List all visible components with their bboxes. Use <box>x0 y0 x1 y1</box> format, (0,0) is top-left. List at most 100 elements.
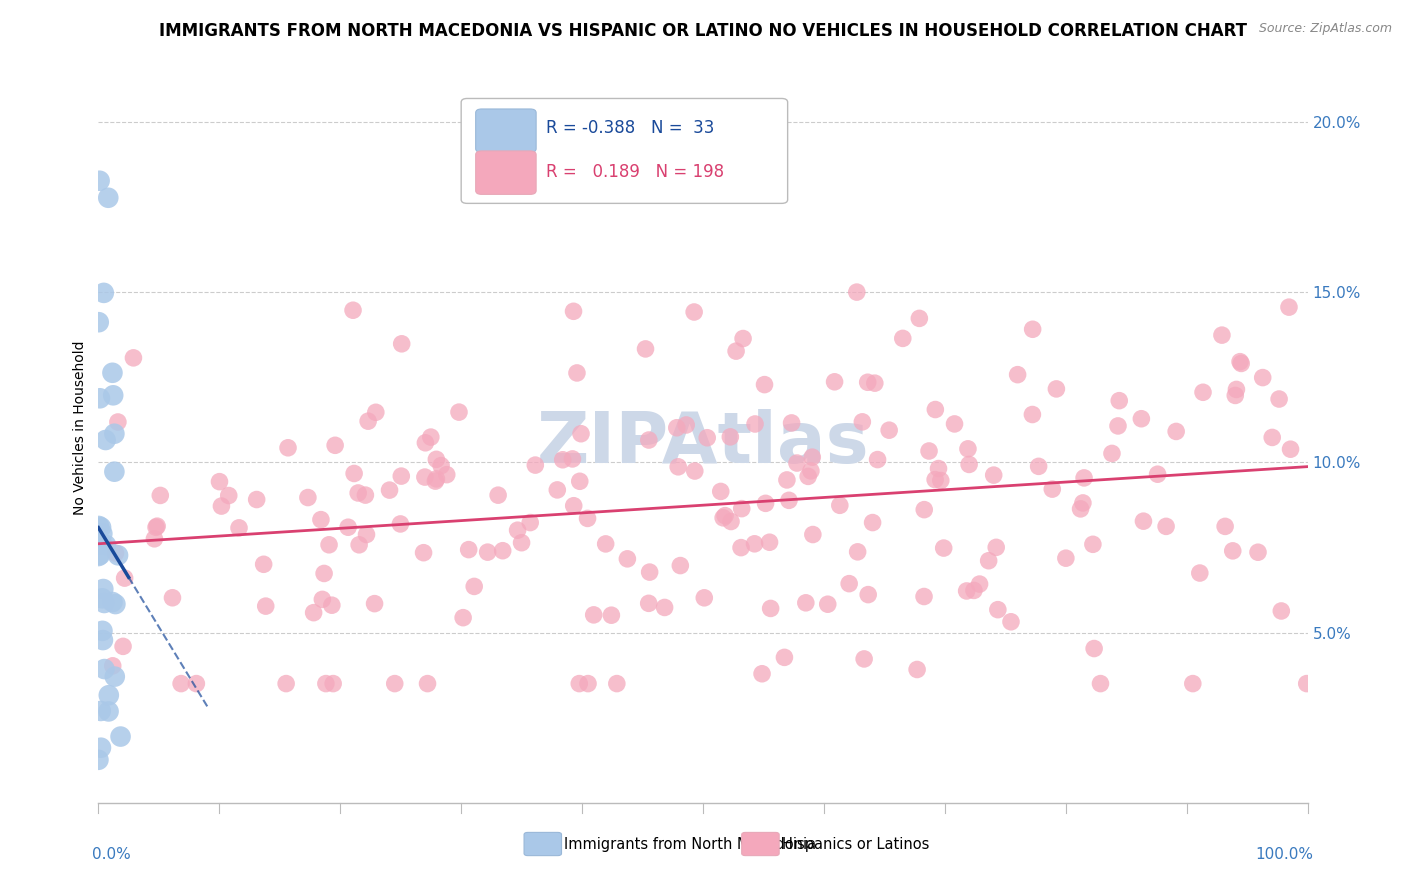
Point <box>107 415 129 429</box>
Point <box>1278 300 1301 314</box>
Point <box>838 576 860 591</box>
Point <box>932 541 955 555</box>
Point <box>91 538 114 552</box>
Point <box>253 558 276 572</box>
Point <box>347 538 370 552</box>
Point <box>97 191 120 205</box>
Point <box>425 472 447 486</box>
Point <box>1251 370 1274 384</box>
Point <box>856 588 879 602</box>
Point <box>89 392 111 406</box>
Point <box>1107 418 1129 433</box>
Point <box>524 458 547 472</box>
Point <box>323 438 346 452</box>
Point <box>342 303 364 318</box>
Point <box>786 456 808 470</box>
Point <box>1040 482 1063 496</box>
Point <box>669 558 692 573</box>
Point <box>731 501 754 516</box>
Point <box>1222 544 1244 558</box>
Point <box>1230 356 1253 370</box>
Point <box>963 583 986 598</box>
Point <box>983 468 1005 483</box>
FancyBboxPatch shape <box>742 832 779 855</box>
Point <box>103 388 125 402</box>
Point <box>1000 615 1022 629</box>
Point <box>546 483 568 497</box>
Point <box>208 475 231 489</box>
Point <box>862 516 884 530</box>
Point <box>91 633 114 648</box>
Point <box>87 549 110 563</box>
Point <box>576 511 599 525</box>
Point <box>384 676 406 690</box>
Point <box>1090 676 1112 690</box>
Point <box>877 423 900 437</box>
Point <box>751 666 773 681</box>
Point <box>912 590 935 604</box>
Point <box>733 332 755 346</box>
Point <box>924 402 946 417</box>
Point <box>801 527 824 541</box>
Point <box>905 663 928 677</box>
Point <box>104 597 127 611</box>
Point <box>797 469 820 483</box>
Point <box>828 499 851 513</box>
Point <box>519 516 541 530</box>
Point <box>866 452 889 467</box>
Point <box>492 543 515 558</box>
Point <box>309 513 332 527</box>
Point <box>1028 459 1050 474</box>
Point <box>957 458 980 472</box>
Point <box>683 464 706 478</box>
Point <box>986 541 1008 555</box>
Point <box>254 599 277 614</box>
Point <box>720 515 742 529</box>
Point <box>568 475 591 489</box>
Point <box>425 452 447 467</box>
Point <box>1192 385 1215 400</box>
Point <box>447 405 470 419</box>
Point <box>93 285 115 300</box>
Point <box>776 473 799 487</box>
Point <box>90 520 112 534</box>
Point <box>759 601 782 615</box>
Point <box>565 366 588 380</box>
Point <box>551 452 574 467</box>
Point <box>863 376 886 391</box>
Point <box>1081 537 1104 551</box>
Point <box>451 610 474 624</box>
Point <box>1229 354 1251 368</box>
Point <box>1181 676 1204 690</box>
Point <box>654 600 676 615</box>
Point <box>1071 496 1094 510</box>
Point <box>1188 566 1211 580</box>
Point <box>110 730 132 744</box>
Point <box>562 499 585 513</box>
Point <box>1146 467 1168 482</box>
Point <box>956 442 979 456</box>
Point <box>389 516 412 531</box>
Point <box>246 492 269 507</box>
Point <box>101 658 124 673</box>
Text: Source: ZipAtlas.com: Source: ZipAtlas.com <box>1258 22 1392 36</box>
Point <box>457 542 479 557</box>
Point <box>778 493 800 508</box>
Point <box>1054 551 1077 566</box>
Point <box>416 676 439 690</box>
Point <box>89 548 111 562</box>
Point <box>322 676 344 690</box>
FancyBboxPatch shape <box>524 832 561 855</box>
Point <box>149 488 172 502</box>
Point <box>576 676 599 690</box>
Point <box>93 662 115 676</box>
Point <box>711 510 734 524</box>
FancyBboxPatch shape <box>475 109 536 153</box>
Point <box>606 676 628 690</box>
Point <box>773 650 796 665</box>
Point <box>1130 411 1153 425</box>
Point <box>364 405 387 419</box>
Point <box>87 753 110 767</box>
Point <box>87 315 110 329</box>
Point <box>97 688 120 702</box>
